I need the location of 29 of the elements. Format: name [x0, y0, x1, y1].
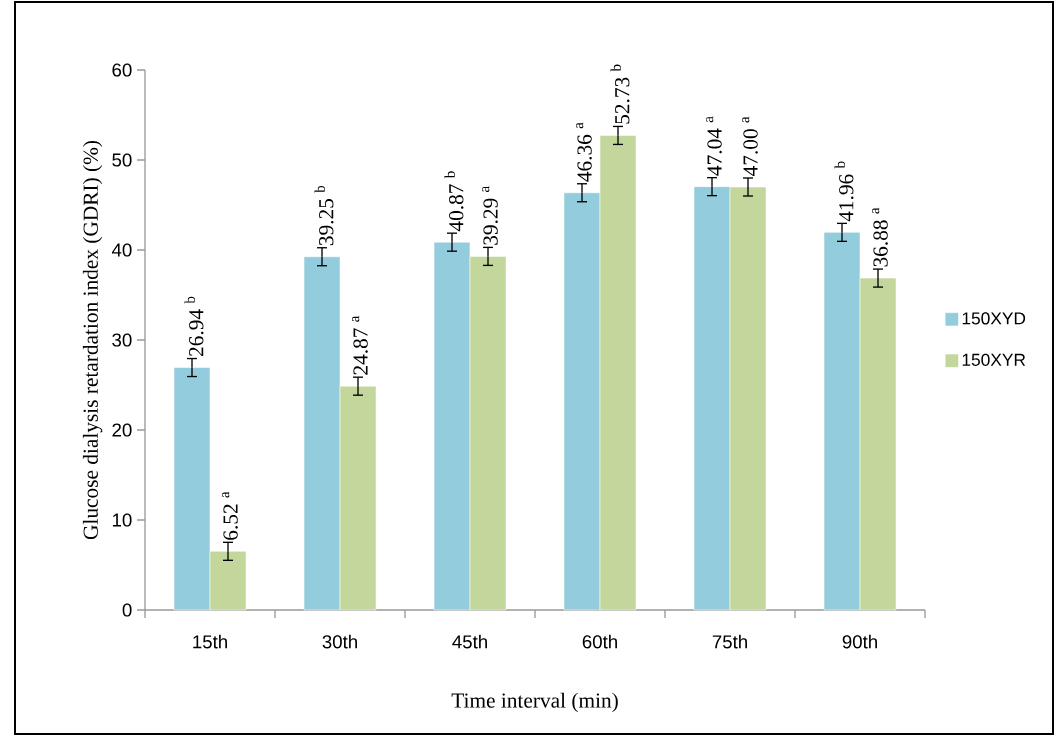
x-tick-label: 30th	[322, 634, 357, 649]
x-tick-label: 15th	[193, 634, 227, 649]
y-tick-label: 0	[122, 603, 132, 617]
data-label: 47.04 $^{a}$	[706, 116, 722, 176]
y-tick-label: 20	[112, 423, 132, 437]
x-tick-label: 75th	[712, 634, 747, 649]
legend-label: 150XYR	[962, 353, 1026, 366]
data-label: 41.96 $^{b}$	[834, 161, 854, 222]
data-label: 36.88 $^{a}$	[872, 207, 888, 267]
legend-label: 150XYD	[962, 312, 1026, 325]
x-tick-label: 60th	[582, 634, 617, 649]
data-label: 6.52 $^{a}$	[222, 491, 238, 540]
data-label: 24.87 $^{a}$	[352, 315, 368, 375]
data-label: 46.36 $^{a}$	[576, 122, 592, 182]
y-axis-title: Glucose dialysis retardation index (GDRI) (%)	[82, 140, 103, 540]
data-label: 47.00 $^{a}$	[742, 116, 758, 176]
y-tick-label: 30	[112, 333, 132, 347]
y-tick-label: 10	[112, 513, 132, 527]
x-axis-title: Time interval (min)	[451, 692, 618, 713]
x-tick-label: 90th	[842, 634, 877, 649]
y-tick-label: 60	[112, 63, 132, 77]
data-label: 39.29 $^{a}$	[482, 186, 498, 245]
data-label: 39.25 $^{b}$	[314, 185, 334, 246]
y-tick-label: 50	[112, 153, 132, 167]
data-label: 40.87 $^{b}$	[444, 171, 464, 232]
x-tick-label: 45th	[452, 634, 487, 649]
data-label: 26.94 $^{b}$	[184, 296, 204, 356]
data-label: 52.73 $^{b}$	[610, 64, 630, 124]
y-tick-label: 40	[111, 243, 132, 257]
